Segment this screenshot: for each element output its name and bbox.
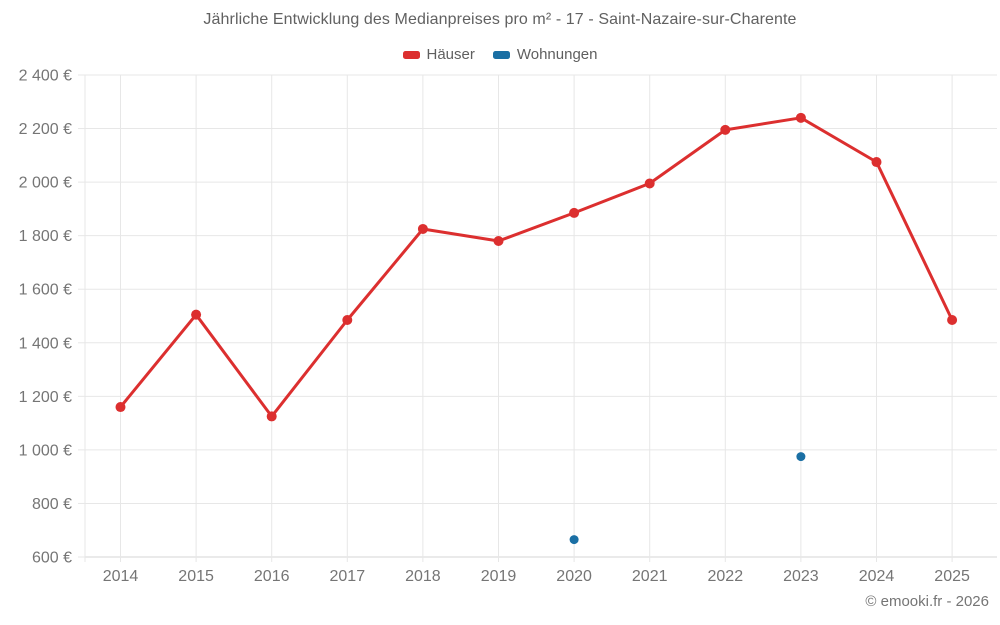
data-point-häuser-2022[interactable] [720, 124, 731, 135]
x-tick-label: 2020 [556, 568, 592, 585]
data-point-häuser-2021[interactable] [644, 178, 655, 189]
y-tick-label: 1 000 € [19, 442, 72, 459]
data-point-häuser-2018[interactable] [417, 223, 428, 234]
y-tick-label: 2 000 € [19, 175, 72, 192]
data-point-wohnungen-2020[interactable] [569, 535, 579, 545]
y-tick-label: 2 400 € [19, 68, 72, 85]
legend-label-wohnungen: Wohnungen [516, 46, 598, 63]
x-tick-label: 2014 [103, 568, 139, 585]
x-tick-label: 2021 [632, 568, 668, 585]
data-point-häuser-2016[interactable] [266, 411, 277, 422]
y-tick-label: 1 600 € [19, 282, 72, 299]
y-tick-label: 1 200 € [19, 389, 72, 406]
x-tick-label: 2016 [254, 568, 290, 585]
wohnungen-series-swatch-icon [492, 50, 510, 59]
legend-item-wohnungen[interactable]: Wohnungen [492, 46, 598, 63]
haeuser-series-swatch-icon [402, 50, 420, 59]
data-point-häuser-2017[interactable] [342, 315, 353, 326]
data-point-häuser-2015[interactable] [191, 309, 202, 320]
series-line-0 [119, 116, 954, 418]
x-tick-label: 2019 [481, 568, 517, 585]
data-point-häuser-2019[interactable] [493, 236, 504, 247]
y-tick-label: 800 € [32, 496, 72, 513]
data-point-häuser-2024[interactable] [871, 157, 882, 168]
y-tick-label: 2 200 € [19, 121, 72, 138]
x-tick-label: 2025 [934, 568, 970, 585]
data-point-wohnungen-2023[interactable] [796, 452, 806, 462]
y-tick-label: 1 400 € [19, 335, 72, 352]
legend-label-haeuser: Häuser [426, 46, 475, 63]
x-tick-label: 2023 [783, 568, 819, 585]
copyright-footer: © emooki.fr - 2026 [865, 593, 989, 610]
x-tick-label: 2015 [178, 568, 214, 585]
legend-item-haeuser[interactable]: Häuser [402, 46, 475, 63]
data-point-häuser-2014[interactable] [115, 402, 126, 413]
x-tick-label: 2017 [330, 568, 366, 585]
x-tick-label: 2024 [859, 568, 895, 585]
y-tick-label: 600 € [32, 550, 72, 567]
data-point-häuser-2025[interactable] [947, 315, 958, 326]
x-tick-label: 2018 [405, 568, 441, 585]
chart-title: Jährliche Entwicklung des Medianpreises … [203, 11, 797, 28]
data-point-häuser-2023[interactable] [795, 112, 806, 123]
x-tick-label: 2022 [708, 568, 744, 585]
y-tick-label: 1 800 € [19, 228, 72, 245]
chart-legend: Häuser Wohnungen [0, 46, 1000, 63]
data-point-häuser-2020[interactable] [569, 207, 580, 218]
